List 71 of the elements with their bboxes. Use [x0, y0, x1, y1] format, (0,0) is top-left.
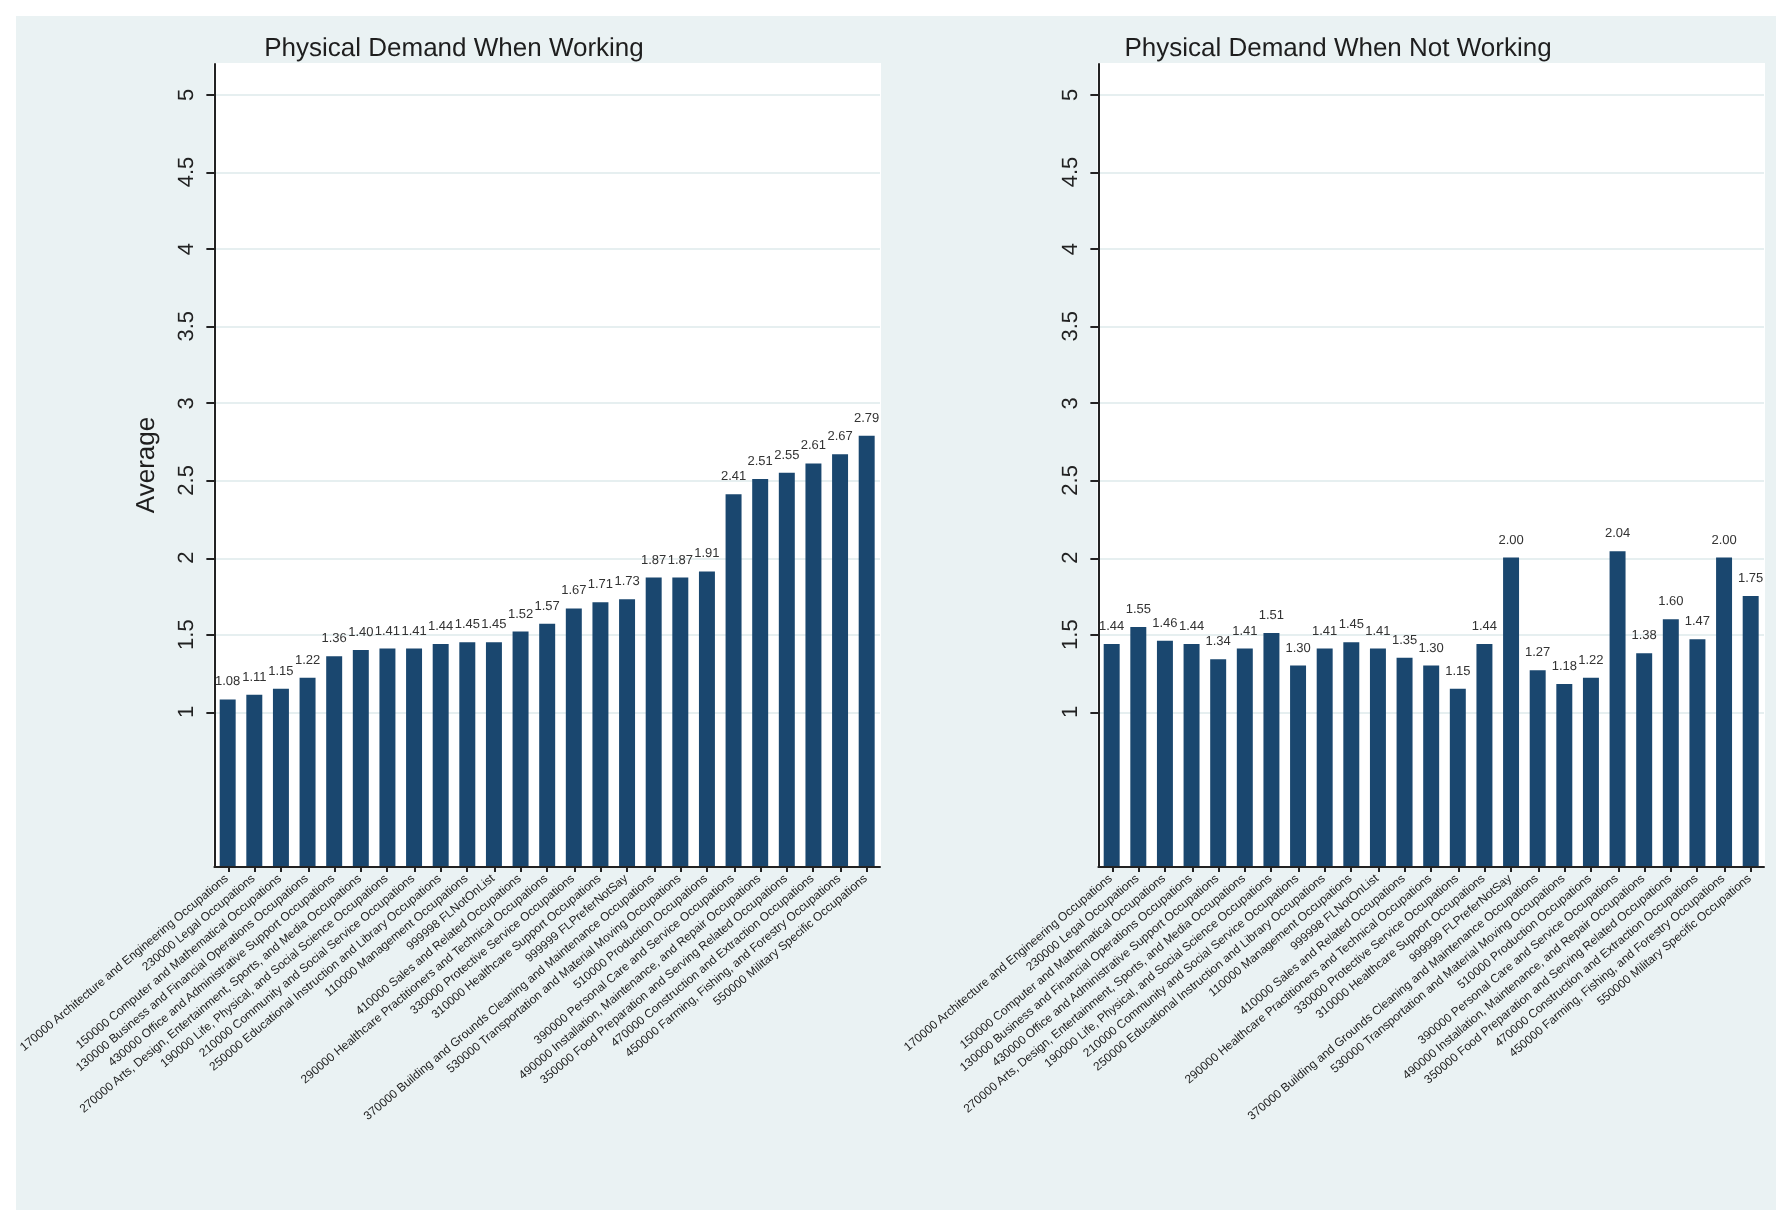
y-tick-label: 4 [1059, 242, 1084, 256]
bar [1290, 665, 1307, 866]
y-tick-label: 1.5 [1059, 619, 1084, 650]
bar [1396, 657, 1413, 866]
bar [1210, 659, 1227, 866]
bar [1582, 677, 1599, 866]
bar [1236, 648, 1253, 866]
bar [858, 435, 875, 866]
bar [752, 478, 769, 866]
bar [1662, 619, 1679, 866]
y-tick-label: 3 [1059, 397, 1084, 410]
bar [1423, 665, 1440, 866]
bar [1529, 670, 1546, 866]
bar [1742, 596, 1759, 866]
y-tick-label: 2 [1059, 551, 1084, 564]
bar [565, 608, 582, 866]
bar [219, 699, 236, 866]
bar [432, 643, 449, 866]
y-tick-label: 4.5 [1059, 156, 1084, 188]
bar [645, 577, 662, 866]
bar [1556, 684, 1573, 866]
y-tick-label: 3.5 [175, 310, 200, 342]
bar [379, 648, 396, 866]
bar [485, 642, 502, 866]
y-tick-label: 1 [1059, 705, 1084, 718]
bar [1343, 642, 1360, 866]
bar [778, 472, 795, 866]
bar [1156, 640, 1173, 866]
bar [1130, 626, 1147, 866]
y-tick-label: 2.5 [1059, 465, 1084, 496]
y-tick-label: 2 [175, 551, 200, 564]
y-tick-label: 5 [1059, 88, 1084, 101]
bar [832, 454, 849, 866]
y-tick-label: 3 [175, 397, 200, 410]
y-tick-label: 1.5 [175, 619, 200, 650]
y-tick-label: 4.5 [175, 156, 200, 188]
bar [299, 677, 316, 866]
bar [512, 631, 529, 866]
bar [1503, 557, 1520, 866]
bar [1716, 557, 1733, 866]
y-tick-label: 5 [175, 88, 200, 101]
y-tick-label: 4 [175, 242, 200, 256]
y-tick-label: 2.5 [175, 465, 200, 496]
bar [1476, 643, 1493, 866]
bar [246, 694, 263, 866]
bar [1103, 643, 1120, 866]
bar [352, 650, 369, 866]
bar [1183, 643, 1200, 866]
bar [592, 602, 609, 866]
bar [725, 494, 742, 866]
y-tick-label: 1 [175, 705, 200, 718]
bar [459, 642, 476, 866]
bar [272, 688, 289, 866]
bar [1636, 653, 1653, 866]
bar [406, 648, 423, 866]
bar [1263, 633, 1280, 866]
chart-title: Physical Demand When Working [264, 32, 644, 62]
bar [1369, 648, 1386, 866]
bar [698, 571, 715, 866]
y-axis-title: Average [130, 416, 161, 514]
bar [326, 656, 343, 866]
bar [1316, 648, 1333, 866]
bar [1689, 639, 1706, 866]
bar [619, 599, 636, 866]
y-tick-label: 3.5 [1059, 310, 1084, 342]
bar [1449, 688, 1466, 866]
bar [672, 577, 689, 866]
chart-title: Physical Demand When Not Working [1124, 32, 1552, 62]
bar [539, 623, 556, 866]
bar [1609, 551, 1626, 866]
bar [805, 463, 822, 866]
